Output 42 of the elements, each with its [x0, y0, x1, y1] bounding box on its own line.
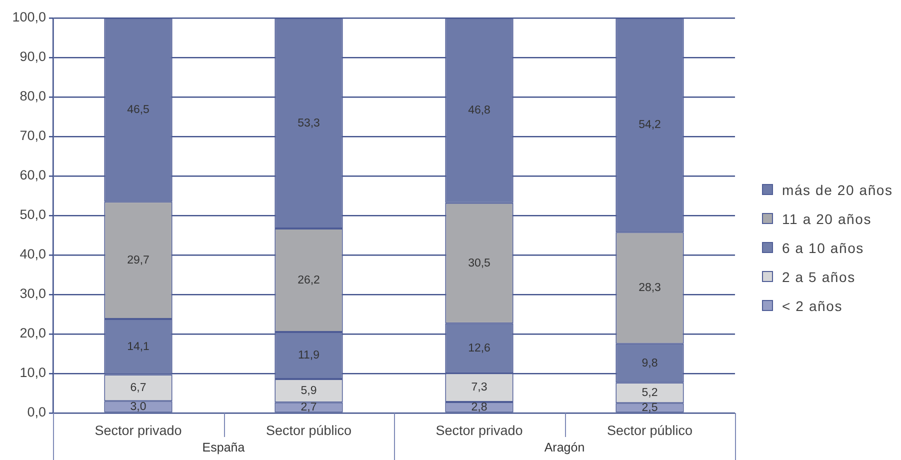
data-label: 53,3	[298, 117, 320, 130]
data-label: 3,0	[130, 400, 146, 413]
y-tick-label: 30,0	[20, 286, 46, 302]
y-tick-label: 40,0	[20, 246, 46, 262]
x-tick-label: Sector privado	[94, 422, 182, 438]
data-label: 54,2	[638, 119, 661, 132]
y-tick-label: 10,0	[20, 365, 46, 380]
legend-label: 6 a 10 años	[782, 240, 864, 256]
data-label: 6,7	[130, 382, 146, 394]
y-tick-label: 90,0	[20, 49, 46, 64]
x-tick-label: Sector público	[266, 422, 352, 438]
data-label: 30,5	[468, 257, 490, 270]
legend-label: < 2 años	[782, 298, 842, 314]
legend-label: 2 a 5 años	[782, 268, 856, 284]
data-label: 46,8	[468, 104, 490, 117]
legend-label: más de 20 años	[782, 182, 893, 198]
text: Aragón	[544, 440, 585, 454]
data-label: 14,1	[127, 341, 150, 354]
text: España	[202, 440, 245, 454]
data-label: 11,9	[298, 350, 320, 362]
y-tick-label: 80,0	[20, 88, 46, 104]
legend-label: 11 a 20 años	[782, 210, 872, 226]
data-label: 5,2	[642, 387, 658, 400]
data-label: 2,8	[471, 401, 488, 414]
x-tick-label: Sector público	[606, 422, 693, 438]
data-label: 46,5	[127, 104, 150, 116]
y-tick-label: 50,0	[20, 207, 46, 222]
data-label: 5,9	[300, 384, 317, 397]
data-label: 26,2	[298, 274, 320, 286]
y-tick-label: 20,0	[20, 326, 46, 341]
data-label: 9,8	[642, 357, 658, 370]
data-label: 7,3	[471, 382, 488, 394]
data-label: 29,7	[127, 254, 150, 267]
data-label: 2,7	[300, 402, 317, 414]
x-tick-label: Sector privado	[436, 422, 523, 438]
y-tick-label: 100,0	[12, 10, 46, 25]
y-tick-label: 60,0	[20, 168, 46, 183]
y-tick-label: 70,0	[20, 128, 46, 144]
data-label: 12,6	[468, 342, 490, 354]
y-tick-label: 0,0	[27, 404, 46, 420]
data-label: 28,3	[638, 282, 661, 294]
data-label: 2,5	[642, 402, 658, 414]
